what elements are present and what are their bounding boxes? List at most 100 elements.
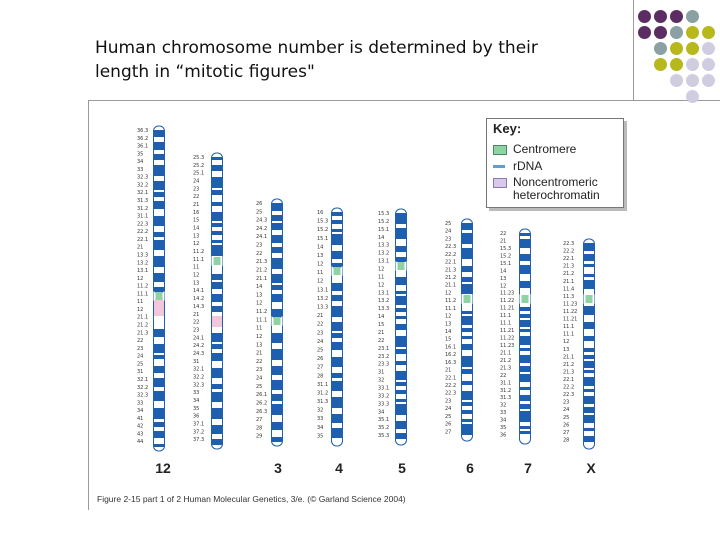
chromosome-band: [332, 295, 342, 301]
chromosome-band: [462, 391, 472, 400]
chromosome-band: [332, 373, 342, 378]
band-label: 21: [256, 351, 262, 357]
slide-title-line-2: length in “mitotic figures": [95, 62, 315, 82]
band-label: 15.2: [317, 227, 328, 233]
chromosome-band: [332, 322, 342, 331]
chromosome-band: [272, 294, 282, 302]
chromosome-band: [212, 333, 222, 342]
band-label: 31.2: [500, 388, 511, 394]
band-label: 11.2: [256, 309, 267, 315]
chromosome-band: [584, 407, 594, 413]
band-label: 32.1: [137, 377, 148, 383]
band-label: 41: [137, 416, 143, 422]
chromosome-band: [520, 329, 530, 332]
chromosome-band: [462, 424, 472, 435]
chromosome-band: [154, 422, 164, 427]
band-label: 32: [378, 378, 384, 384]
legend-label: Centromere: [513, 142, 577, 156]
decorative-horizontal-rule: [88, 100, 720, 101]
chromosome-band: [272, 422, 282, 430]
chromosome-band: [212, 368, 222, 378]
band-label: 22.2: [563, 249, 574, 255]
band-label: 22.3: [445, 244, 456, 250]
band-label: 23.1: [378, 346, 389, 352]
band-label: 12: [193, 273, 199, 279]
chromosome-band: [584, 396, 594, 404]
chromosome-band: [520, 374, 530, 382]
decorative-dot: [686, 42, 699, 55]
chromosome-band: [272, 309, 282, 319]
band-label: 33: [500, 410, 506, 416]
band-label: 25.1: [193, 171, 204, 177]
chromosome-band: [154, 366, 164, 373]
band-label: 15: [378, 322, 384, 328]
band-label: 13: [317, 253, 323, 259]
chromosome-band: [584, 280, 594, 289]
band-label: 13: [193, 233, 199, 239]
band-label: 32.1: [137, 190, 148, 196]
decorative-dot: [670, 42, 683, 55]
decorative-dot: [654, 42, 667, 55]
band-label: 28: [256, 425, 262, 431]
chromosome-band: [584, 254, 594, 261]
band-label: 31.1: [500, 380, 511, 386]
band-label: 11.22: [500, 298, 514, 304]
decorative-dot: [686, 90, 699, 103]
chromosome-band: [396, 404, 406, 415]
band-label: 21.2: [445, 275, 456, 281]
band-label: 15.3: [378, 211, 389, 217]
band-label: 25: [445, 414, 451, 420]
chromosome-band: [272, 215, 282, 221]
band-label: 22.3: [445, 391, 456, 397]
band-label: 32.3: [137, 393, 148, 399]
chromosome-band: [332, 397, 342, 408]
band-label: 15.2: [378, 219, 389, 225]
band-label: 16: [193, 210, 199, 216]
chromosome-band: [272, 223, 282, 230]
chromosome-band: [462, 344, 472, 350]
centromere-swatch: [493, 145, 507, 155]
chromosome-band: [396, 296, 406, 305]
chromosome-band: [272, 235, 282, 243]
chromosome-band: [332, 342, 342, 350]
chromosome-band: [396, 257, 406, 262]
chromosome-band: [212, 165, 222, 171]
band-label: 13: [256, 292, 262, 298]
decorative-dot: [702, 26, 715, 39]
chromosome-band: [584, 370, 594, 373]
band-label: 12: [500, 283, 506, 289]
chromosome-band: [462, 277, 472, 282]
band-label: 11.21: [563, 317, 577, 323]
band-label: 21.1: [137, 315, 148, 321]
chromosome-band: [272, 366, 282, 375]
chromosome-band: [154, 444, 164, 447]
band-label: 22: [256, 251, 262, 257]
band-label: 11: [256, 326, 262, 332]
band-label: 37.3: [193, 437, 204, 443]
band-label: 12: [317, 262, 323, 268]
band-label: 23.3: [378, 362, 389, 368]
band-label: 11.23: [563, 301, 577, 307]
band-label: 15.1: [317, 236, 328, 242]
chromosome-band: [154, 165, 164, 176]
chromosome-band: [212, 384, 222, 389]
chromosome-band: [462, 284, 472, 294]
band-label: 37.1: [193, 421, 204, 427]
band-label: 23: [137, 346, 143, 352]
chromosome-band: [154, 329, 164, 337]
chromosome-band: [520, 387, 530, 390]
chromosome-band: [520, 265, 530, 274]
decorative-dot: [702, 42, 715, 55]
band-label: 16.3: [445, 360, 456, 366]
band-label: 31.2: [137, 206, 148, 212]
band-label: 21: [378, 330, 384, 336]
band-label: 21.1: [256, 276, 267, 282]
band-label: 21.2: [563, 362, 574, 368]
band-label: 35.3: [378, 433, 389, 439]
band-label: 14: [378, 314, 384, 320]
legend-label: rDNA: [513, 159, 543, 173]
chromosome-band: [520, 314, 530, 318]
chromosome-band: [396, 316, 406, 319]
decorative-vertical-rule: [633, 0, 634, 100]
chromosome-band: [332, 333, 342, 338]
